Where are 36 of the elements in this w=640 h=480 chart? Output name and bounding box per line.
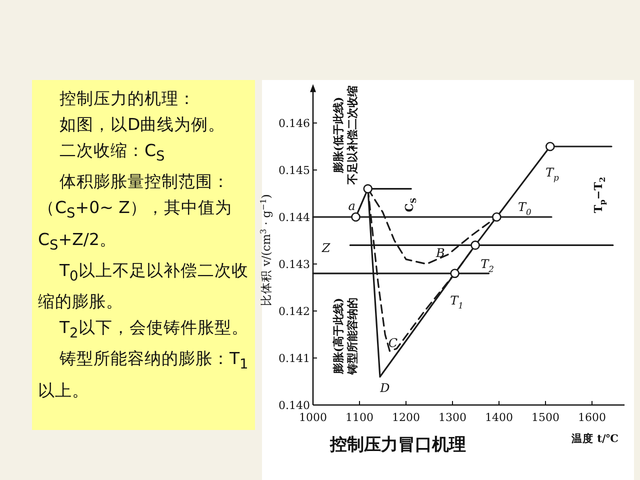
text: T$_{0}$以上不足以补偿二次收缩的膨胀。 — [38, 260, 250, 314]
y-tick-label: 0.145 — [278, 164, 310, 177]
annotation: 膨胀(低于此线) — [332, 96, 344, 174]
annotation: 不足以补偿二次收缩 — [346, 86, 358, 186]
text: 铸型所能容纳的膨胀：T$_{1}$以上。 — [38, 349, 248, 400]
annotation: T$_{p}$ — [545, 166, 560, 182]
y-tick-label: 0.141 — [278, 352, 310, 365]
x-tick-label: 1300 — [438, 411, 466, 424]
y-tick-label: 0.146 — [278, 117, 310, 130]
annotation: T$_{1}$ — [450, 293, 464, 310]
text: 体积膨胀量控制范围：（C$_{S}$+0~ Z），其中值为C$_{S}$+Z/2。 — [38, 172, 232, 253]
text: T$_{2}$以下，会使铸件胀型。 — [58, 317, 250, 344]
x-tick-label: 1600 — [578, 411, 606, 424]
annotation: 膨胀(高于此线) — [332, 298, 344, 376]
x-tick-label: 1200 — [392, 411, 420, 424]
annotation: Z — [320, 241, 331, 255]
text: 如图，以D曲线为例。 — [58, 114, 226, 136]
x-tick-label: 1100 — [346, 411, 374, 424]
annotation: C — [388, 336, 398, 350]
text: 控制压力冒口机理 — [329, 435, 466, 455]
x-axis-title: 温度 t/℃ — [570, 432, 619, 445]
annotation: T$_{0}$ — [518, 200, 532, 217]
y-tick-label: 0.144 — [278, 211, 310, 224]
annotation: B — [435, 246, 446, 260]
x-tick-label: 1400 — [485, 411, 513, 424]
annotation: 铸型所能容纳的 — [346, 298, 358, 376]
text: 控制压力的机理： — [58, 88, 196, 110]
x-tick-label: 1500 — [532, 411, 560, 424]
y-tick-label: 0.140 — [278, 399, 310, 412]
x-tick-label: 1000 — [299, 411, 327, 424]
text: 二次收缩：C$_{S}$ — [58, 140, 166, 166]
y-tick-label: 0.142 — [278, 305, 310, 318]
y-tick-label: 0.143 — [278, 258, 310, 271]
annotation: a — [348, 199, 356, 213]
annotation: D — [379, 380, 390, 395]
annotation: T$_{2}$ — [480, 257, 494, 274]
